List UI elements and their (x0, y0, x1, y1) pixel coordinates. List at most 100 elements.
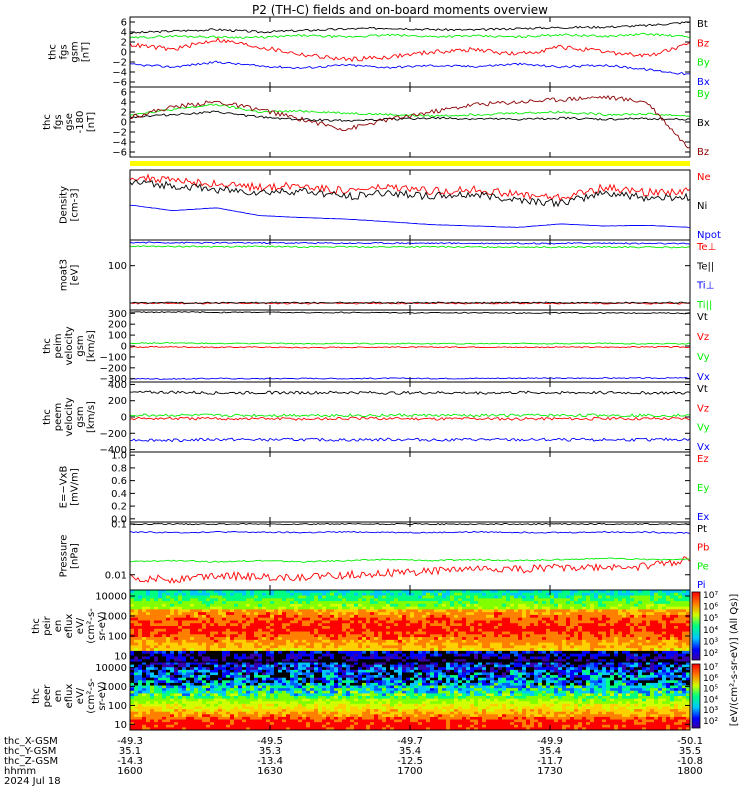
spectrogram-cell (238, 603, 243, 608)
spectrogram-cell (518, 598, 523, 602)
spectrogram-cell (434, 675, 439, 679)
spectrogram-cell (298, 590, 303, 594)
spectrogram-cell (218, 667, 223, 671)
spectrogram-cell (170, 645, 175, 649)
spectrogram-cell (190, 677, 195, 681)
spectrogram-cell (674, 650, 679, 655)
spectrogram-cell (278, 675, 283, 679)
spectrogram-cell (486, 639, 491, 644)
spectrogram-cell (162, 639, 167, 644)
spectrogram-cell (170, 590, 175, 594)
spectrogram-cell (246, 677, 251, 681)
spectrogram-cell (194, 601, 199, 605)
spectrogram-cell (582, 614, 587, 619)
spectrogram-cell (190, 590, 195, 594)
spectrogram-cell (462, 637, 467, 641)
spectrogram-cell (610, 659, 615, 663)
spectrogram-cell (366, 626, 371, 630)
spectrogram-cell (262, 592, 267, 596)
spectrogram-cell (498, 609, 503, 613)
spectrogram-cell (490, 623, 495, 627)
spectrogram-cell (286, 626, 291, 630)
spectrogram-cell (630, 603, 635, 608)
spectrogram-cell (214, 675, 219, 679)
spectrogram-cell (290, 648, 295, 652)
spectrogram-cell (582, 675, 587, 679)
spectrogram-cell (166, 620, 171, 624)
spectrogram-cell (278, 603, 283, 608)
spectrogram-cell (278, 677, 283, 681)
spectrogram-cell (470, 598, 475, 602)
spectrogram-cell (242, 634, 247, 638)
spectrogram-cell (574, 634, 579, 638)
spectrogram-cell (550, 634, 555, 638)
spectrogram-cell (142, 617, 147, 621)
spectrogram-cell (242, 631, 247, 635)
spectrogram-cell (158, 675, 163, 679)
spectrogram-cell (150, 664, 155, 668)
spectrogram-cell (426, 609, 431, 613)
spectrogram-cell (590, 617, 595, 621)
spectrogram-cell (294, 672, 299, 676)
spectrogram-cell (318, 667, 323, 671)
spectrogram-cell (366, 659, 371, 663)
spectrogram-cell (162, 650, 167, 655)
spectrogram-cell (342, 601, 347, 605)
spectrogram-cell (498, 656, 503, 660)
spectrogram-cell (218, 669, 223, 673)
spectrogram-cell (498, 662, 503, 666)
spectrogram-cell (522, 656, 527, 660)
spectrogram-cell (678, 637, 683, 641)
spectrogram-cell (362, 601, 367, 605)
spectrogram-cell (162, 634, 167, 638)
spectrogram-cell (330, 650, 335, 655)
spectrogram-cell (554, 612, 559, 616)
y-tick-label: 2 (121, 108, 127, 119)
spectrogram-cell (198, 653, 203, 657)
spectrogram-cell (194, 662, 199, 666)
spectrogram-cell (170, 659, 175, 663)
spectrogram-cell (510, 648, 515, 652)
spectrogram-cell (202, 659, 207, 663)
spectrogram-cell (354, 664, 359, 668)
spectrogram-cell (478, 595, 483, 599)
spectrogram-cell (154, 680, 159, 684)
spectrogram-cell (578, 626, 583, 630)
spectrogram-cell (242, 606, 247, 610)
spectrogram-cell (606, 628, 611, 632)
spectrogram-cell (342, 595, 347, 599)
spectrogram-cell (638, 662, 643, 666)
spectrogram-cell (562, 637, 567, 641)
spectrogram-cell (606, 642, 611, 646)
spectrogram-cell (250, 677, 255, 681)
spectrogram-cell (358, 637, 363, 641)
spectrogram-cell (266, 601, 271, 605)
spectrogram-cell (674, 595, 679, 599)
spectrogram-cell (654, 642, 659, 646)
spectrogram-cell (522, 634, 527, 638)
spectrogram-cell (326, 637, 331, 641)
spectrogram-cell (234, 620, 239, 624)
spectrogram-cell (446, 659, 451, 663)
spectrogram-cell (134, 662, 139, 666)
spectrogram-cell (138, 639, 143, 644)
spectrogram-cell (314, 653, 319, 657)
spectrogram-cell (662, 601, 667, 605)
spectrogram-cell (130, 677, 135, 681)
spectrogram-cell (378, 609, 383, 613)
spectrogram-cell (342, 606, 347, 610)
spectrogram-cell (322, 631, 327, 635)
spectrogram-cell (146, 628, 151, 632)
spectrogram-cell (522, 590, 527, 594)
spectrogram-cell (618, 639, 623, 644)
spectrogram-cell (286, 601, 291, 605)
spectrogram-cell (630, 656, 635, 660)
spectrogram-cell (298, 606, 303, 610)
spectrogram-cell (682, 628, 687, 632)
y-tick-label: −4 (112, 138, 127, 149)
spectrogram-cell (182, 675, 187, 679)
spectrogram-cell (582, 612, 587, 616)
spectrogram-cell (370, 653, 375, 657)
spectrogram-cell (422, 598, 427, 602)
spectrogram-cell (334, 620, 339, 624)
